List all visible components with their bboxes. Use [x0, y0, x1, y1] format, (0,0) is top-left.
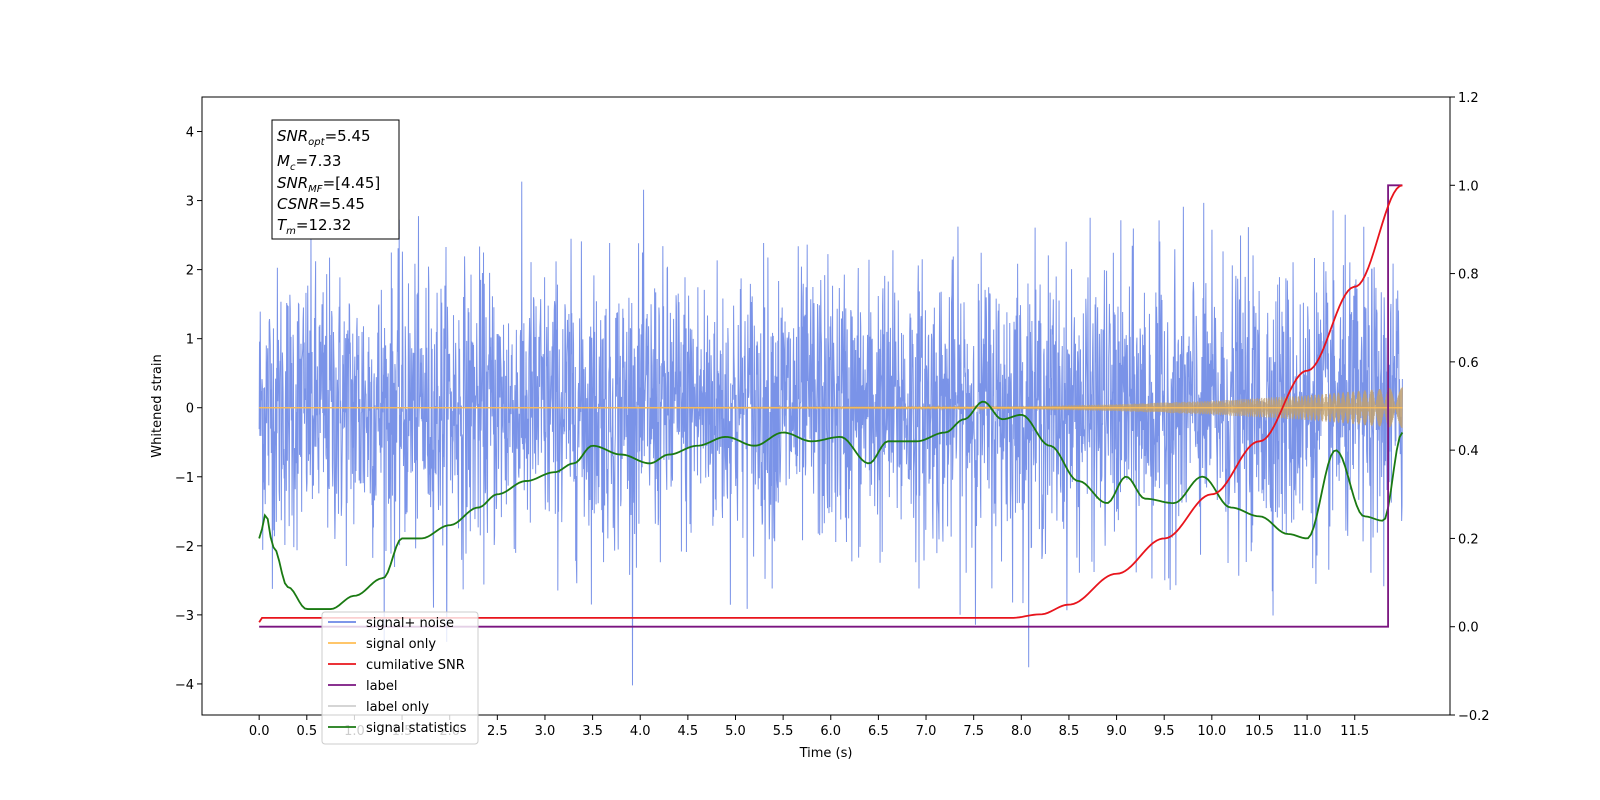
legend-label: signal statistics [366, 721, 467, 736]
x-tick-label: 11.0 [1293, 724, 1322, 739]
info-csnr: CSNR=5.45 [277, 195, 365, 213]
info-box: SNRopt=5.45 Mc=7.33 SNRMF=[4.45] CSNR=5.… [271, 119, 400, 240]
x-tick-label: 10.5 [1245, 724, 1274, 739]
y2-tick-label: −0.2 [1458, 709, 1490, 724]
series-label-line [259, 184, 1403, 628]
y2-tick-label: 0.2 [1458, 532, 1479, 547]
legend-box [321, 611, 479, 745]
x-tick-label: 4.0 [630, 724, 651, 739]
x-tick-label: 11.5 [1340, 724, 1369, 739]
x-tick-label: 2.5 [487, 724, 508, 739]
info-mc: Mc=7.33 [277, 152, 341, 173]
x-tick-label: 6.5 [868, 724, 889, 739]
info-snr-mf: SNRMF=[4.45] [277, 174, 380, 195]
y2-tick-label: 0.8 [1458, 268, 1479, 283]
x-tick-label: 4.5 [678, 724, 699, 739]
info-box-frame [271, 119, 400, 240]
y2-tick-label: 0.4 [1458, 444, 1479, 459]
y-tick-label: −1 [175, 471, 194, 486]
info-snr-opt: SNRopt=5.45 [277, 127, 371, 148]
x-tick-label: 10.0 [1197, 724, 1226, 739]
legend-label: signal only [366, 637, 436, 652]
legend: signal+ noise signal only cumilative SNR la… [321, 611, 479, 745]
x-tick-label: 9.0 [1106, 724, 1127, 739]
x-tick-label: 5.0 [725, 724, 746, 739]
x-tick-label: 6.0 [820, 724, 841, 739]
x-tick-label: 7.0 [916, 724, 937, 739]
plot-frame [201, 96, 1451, 716]
y-tick-label: 1 [186, 333, 194, 348]
y-axis-left: −4 −3 −2 −1 0 1 2 3 4 [175, 126, 202, 693]
x-tick-label: 3.5 [582, 724, 603, 739]
legend-label: label [366, 679, 397, 694]
y-axis-right: −0.2 0.0 0.2 0.4 0.6 0.8 1.0 1.2 [1450, 91, 1490, 724]
y-tick-label: −4 [175, 678, 194, 693]
info-tm: Tm=12.32 [277, 216, 351, 237]
plot-area [258, 181, 1404, 686]
series-signal-statistics-line [258, 400, 1404, 610]
y2-tick-label: 1.2 [1458, 91, 1479, 106]
y2-tick-label: 0.0 [1458, 621, 1479, 636]
x-tick-label: 8.0 [1011, 724, 1032, 739]
legend-label: label only [366, 700, 429, 715]
y-tick-label: −2 [175, 540, 194, 555]
y-tick-label: 2 [186, 264, 194, 279]
x-tick-label: 0.0 [249, 724, 270, 739]
y2-tick-label: 0.6 [1458, 356, 1479, 371]
legend-label: cumilative SNR [366, 658, 465, 673]
y-tick-label: 0 [186, 402, 194, 417]
legend-label: signal+ noise [366, 616, 454, 631]
y-tick-label: 3 [186, 195, 194, 210]
x-tick-label: 5.5 [773, 724, 794, 739]
x-tick-label: 8.5 [1059, 724, 1080, 739]
x-tick-label: 7.5 [963, 724, 984, 739]
series-signal-noise-line [258, 181, 1403, 686]
y-tick-label: −3 [175, 609, 194, 624]
x-tick-label: 3.0 [535, 724, 556, 739]
y2-tick-label: 1.0 [1458, 179, 1479, 194]
x-tick-label: 0.5 [296, 724, 317, 739]
x-axis-title: Time (s) [799, 746, 853, 761]
y-tick-label: 4 [186, 126, 194, 141]
y-axis-title: Whitened strain [150, 354, 165, 457]
x-tick-label: 9.5 [1154, 724, 1175, 739]
